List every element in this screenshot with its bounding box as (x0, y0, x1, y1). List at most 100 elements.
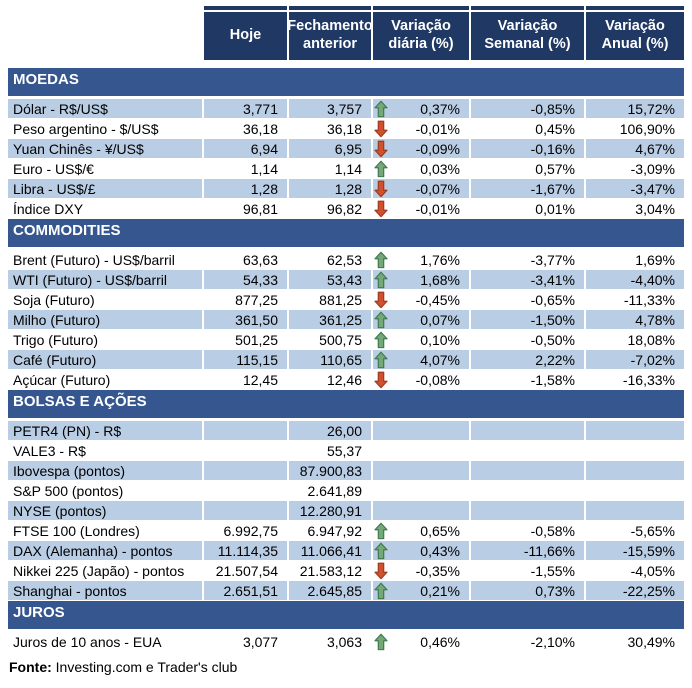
variacao-anual-value (586, 481, 684, 500)
hoje-value: 361,50 (204, 310, 287, 329)
section-header-moedas: MOEDAS (8, 68, 684, 96)
column-header-variacao-semanal: Variação Semanal (%) (471, 6, 584, 60)
column-header-variacao-anual: Variação Anual (%) (586, 6, 684, 60)
variacao-diaria-text: 1,68% (420, 271, 460, 288)
variacao-semanal-value: -2,10% (530, 633, 575, 650)
table-row-indice-dxy: Índice DXY 96,81 96,82 -0,01% 0,01% 3,04% (8, 199, 684, 218)
fechamento-anterior-value: 12,46 (326, 371, 362, 388)
variacao-semanal-value (471, 461, 584, 480)
variacao-diaria-text: 4,07% (420, 351, 460, 368)
variacao-anual-value: -3,09% (630, 160, 675, 177)
variacao-diaria-value: 0,65% (373, 521, 469, 540)
fechamento-anterior-value: 361,25 (289, 310, 371, 329)
table-row-peso-argentino-us: Peso argentino - $/US$ 36,18 36,18 -0,01% 0,… (8, 119, 684, 138)
variacao-diaria-text: 0,43% (420, 542, 460, 559)
variacao-diaria-value: 0,37% (373, 99, 469, 118)
arrow-up-icon (374, 633, 388, 651)
hoje-value: 877,25 (235, 291, 278, 308)
row-label: Dólar - R$/US$ (8, 99, 202, 118)
variacao-semanal-value: 0,45% (535, 120, 575, 137)
variacao-diaria-text: 0,46% (420, 633, 460, 650)
fechamento-anterior-value: 26,00 (289, 421, 371, 440)
arrow-down-icon (374, 371, 388, 389)
fechamento-anterior-value: 881,25 (319, 291, 362, 308)
fechamento-anterior-value: 1,14 (334, 160, 362, 177)
row-label: Açúcar (Futuro) (13, 371, 111, 388)
hoje-value (204, 481, 287, 500)
row-label: Ibovespa (pontos) (8, 461, 202, 480)
variacao-semanal-value (471, 421, 584, 440)
variacao-semanal-value: -1,58% (530, 371, 575, 388)
variacao-anual-value (586, 501, 684, 520)
fechamento-anterior-value: 1,28 (289, 179, 371, 198)
column-header-fechamento-anterior: Fechamento anterior (287, 6, 373, 60)
table-row-libra-us: Libra - US$/£ 1,28 1,28 -0,07% -1,67% -3,47% (8, 179, 684, 198)
hoje-value (204, 461, 287, 480)
table-row-dolar-r-us: Dólar - R$/US$ 3,771 3,757 0,37% -0,85% 15,72… (8, 99, 684, 118)
column-header-row: Hoje Fechamento anterior Variação diária… (8, 6, 684, 60)
fechamento-anterior-value: 6,95 (289, 139, 371, 158)
row-label: VALE3 - R$ (13, 442, 86, 459)
hoje-value: 3,077 (242, 633, 278, 650)
row-label: Soja (Futuro) (13, 291, 95, 308)
hoje-value: 3,771 (204, 99, 287, 118)
arrow-up-icon (374, 251, 388, 269)
row-label: Peso argentino - $/US$ (13, 120, 159, 137)
table-row-soja-futuro: Soja (Futuro) 877,25 881,25 -0,45% -0,65% -11… (8, 290, 684, 309)
fechamento-anterior-value: 110,65 (289, 350, 371, 369)
variacao-anual-value: 1,69% (635, 251, 675, 268)
fechamento-anterior-value: 53,43 (289, 270, 371, 289)
table-row-s-p-500-pontos: S&P 500 (pontos) 2.641,89 (8, 481, 684, 500)
table-row-milho-futuro: Milho (Futuro) 361,50 361,25 0,07% -1,50% 4,7… (8, 310, 684, 329)
hoje-value: 96,81 (242, 200, 278, 217)
table-body: MOEDAS Dólar - R$/US$ 3,771 3,757 0,37% -0,85… (8, 68, 684, 651)
section-header-commodities: COMMODITIES (8, 219, 684, 247)
variacao-semanal-value: -0,58% (530, 522, 575, 539)
hoje-value: 501,25 (235, 331, 278, 348)
hoje-value: 36,18 (242, 120, 278, 137)
variacao-diaria-value: 0,46% (373, 632, 469, 651)
variacao-diaria-value (373, 481, 469, 500)
arrow-up-icon (374, 160, 388, 178)
variacao-semanal-value: -3,77% (530, 251, 575, 268)
arrow-down-icon (374, 291, 388, 309)
row-label: DAX (Alemanha) - pontos (8, 541, 202, 560)
variacao-semanal-value: -11,66% (471, 541, 584, 560)
variacao-diaria-value: -0,01% (373, 199, 469, 218)
variacao-diaria-text: -0,01% (415, 200, 460, 217)
arrow-up-icon (374, 582, 388, 600)
variacao-anual-value: 15,72% (586, 99, 684, 118)
variacao-diaria-text: 1,76% (420, 251, 460, 268)
variacao-diaria-text: 0,21% (420, 582, 460, 599)
variacao-diaria-value (373, 441, 469, 460)
variacao-diaria-value (373, 421, 469, 440)
variacao-diaria-value: -0,35% (373, 561, 469, 580)
arrow-up-icon (374, 351, 388, 369)
variacao-anual-value (586, 441, 684, 460)
table-row-wti-futuro-us-barril: WTI (Futuro) - US$/barril 54,33 53,43 1,68%… (8, 270, 684, 289)
hoje-value: 2.651,51 (204, 581, 287, 600)
row-label: Libra - US$/£ (8, 179, 202, 198)
row-label: Juros de 10 anos - EUA (13, 633, 162, 650)
fechamento-anterior-value: 21.583,12 (299, 562, 362, 579)
column-header-variacao-diaria: Variação diária (%) (373, 6, 469, 60)
hoje-value: 1,14 (250, 160, 278, 177)
variacao-diaria-text: 0,65% (420, 522, 460, 539)
hoje-value: 6.992,75 (223, 522, 279, 539)
variacao-semanal-value: -0,65% (530, 291, 575, 308)
variacao-anual-value: 4,78% (586, 310, 684, 329)
variacao-semanal-value: -1,67% (471, 179, 584, 198)
arrow-down-icon (374, 140, 388, 158)
variacao-anual-value: 18,08% (627, 331, 675, 348)
table-row-dax-alemanha-pontos: DAX (Alemanha) - pontos 11.114,35 11.066,4… (8, 541, 684, 560)
hoje-value: 63,63 (242, 251, 278, 268)
variacao-diaria-text: -0,45% (415, 291, 460, 308)
row-label: WTI (Futuro) - US$/barril (8, 270, 202, 289)
variacao-anual-value: 4,67% (586, 139, 684, 158)
variacao-anual-value: -15,59% (586, 541, 684, 560)
arrow-down-icon (374, 120, 388, 138)
hoje-value (204, 421, 287, 440)
hoje-value: 1,28 (204, 179, 287, 198)
table-row-nyse-pontos: NYSE (pontos) 12.280,91 (8, 501, 684, 520)
source-note: Fonte: Investing.com e Trader's club (9, 659, 684, 675)
